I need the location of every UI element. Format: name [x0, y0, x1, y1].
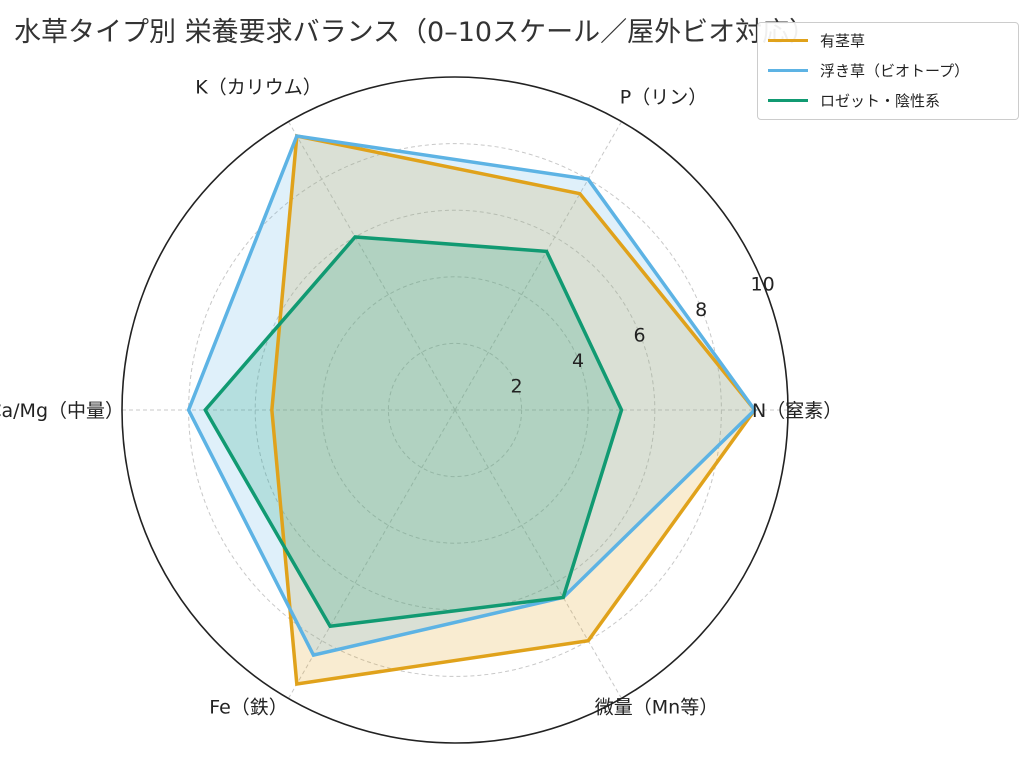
axis-label: 微量（Mn等） — [595, 696, 718, 718]
r-tick-label: 10 — [751, 274, 775, 296]
r-tick-label: 4 — [572, 350, 584, 372]
legend-label: 有茎草 — [820, 31, 866, 50]
axis-label: Fe（鉄） — [209, 696, 288, 718]
legend-swatch — [768, 68, 808, 72]
series-fill — [271, 136, 755, 684]
r-tick-label: 2 — [510, 376, 522, 398]
legend-item: 浮き草（ビオトープ） — [768, 59, 969, 81]
series-fill — [205, 236, 622, 627]
legend: 有茎草 浮き草（ビオトープ） ロゼット・陰性系 — [757, 22, 1019, 120]
legend-swatch — [768, 98, 808, 102]
axis-label: K（カリウム） — [195, 77, 321, 99]
legend-item: 有茎草 — [768, 29, 865, 51]
legend-label: ロゼット・陰性系 — [820, 91, 941, 110]
legend-item: ロゼット・陰性系 — [768, 89, 940, 111]
axis-label: P（リン） — [620, 87, 707, 109]
r-tick-label: 6 — [634, 325, 646, 347]
axis-label: N（窒素） — [752, 400, 842, 422]
chart-title: 水草タイプ別 栄養要求バランス（0–10スケール／屋外ビオ対応） — [14, 17, 817, 48]
outer-ring — [121, 76, 789, 744]
series-line — [203, 235, 624, 629]
series-line — [270, 133, 757, 686]
axis-label: Ca/Mg（中量） — [0, 400, 124, 422]
r-tick-label: 8 — [695, 299, 707, 321]
legend-swatch — [768, 38, 808, 42]
legend-label: 浮き草（ビオトープ） — [820, 61, 970, 80]
